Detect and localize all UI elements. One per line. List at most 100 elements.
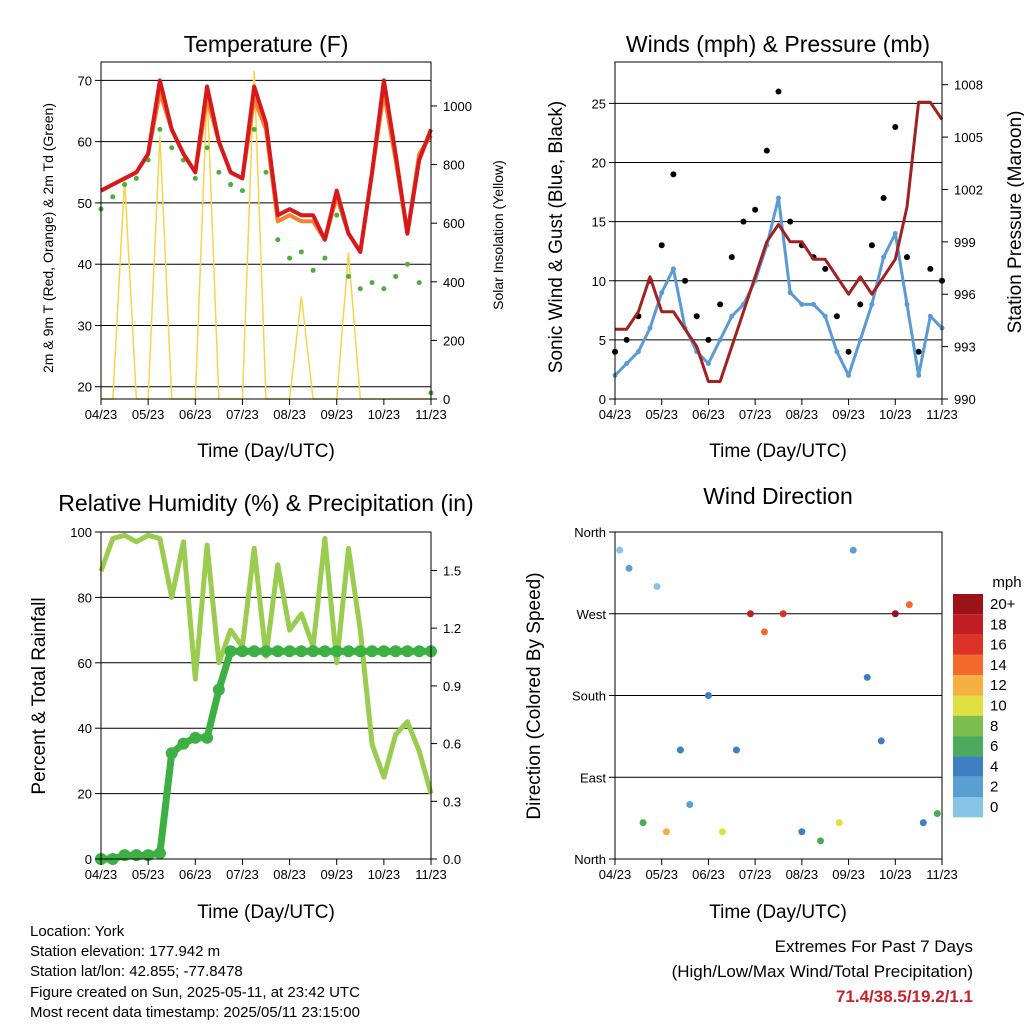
x-tick-label: 11/23 <box>926 407 958 422</box>
legend-label: 10 <box>990 698 1007 715</box>
gust-point <box>682 277 689 284</box>
wind-speed-point <box>927 313 933 319</box>
direction-point <box>905 601 913 609</box>
dewpoint-point <box>287 255 293 261</box>
dewpoint-point <box>416 280 422 286</box>
temperature-2m-line <box>100 78 433 254</box>
x-tick-label: 06/23 <box>179 407 212 422</box>
gust-point <box>857 301 864 308</box>
y2-tick-label: 1008 <box>954 78 983 93</box>
dewpoint-point <box>369 280 375 286</box>
wind-speed-point <box>892 230 898 236</box>
dewpoint-point <box>393 273 399 279</box>
legend-swatch <box>953 634 983 655</box>
x-tick-label: 05/23 <box>645 867 678 882</box>
y2-tick-label: 0.6 <box>443 737 461 752</box>
y2-tick-label: 990 <box>954 392 976 407</box>
legend-label: 0 <box>990 799 998 816</box>
y2-tick-label: 400 <box>443 275 465 290</box>
gust-point <box>822 265 829 272</box>
dewpoint-point <box>357 286 363 292</box>
direction-panel: Wind Direction 04/23 05/23 06/23 07/23 08/23… <box>524 483 1022 923</box>
y-tick-label: 40 <box>78 721 92 736</box>
station-elevation: Station elevation: 177.942 m <box>30 943 221 961</box>
legend-swatch <box>953 675 983 696</box>
legend-swatch <box>953 654 983 676</box>
y-tick-label: 70 <box>78 73 92 88</box>
wind-speed-point <box>811 301 817 307</box>
legend-label: 2 <box>990 779 998 796</box>
direction-point <box>891 610 899 618</box>
direction-point <box>686 801 694 808</box>
legend-label: 20+ <box>990 596 1016 613</box>
speed-legend-title: mph <box>992 574 1021 591</box>
x-tick-label: 06/23 <box>692 407 725 422</box>
direction-point <box>863 673 871 681</box>
gust-point <box>658 242 665 249</box>
humidity-title: Relative Humidity (%) & Precipitation (i… <box>58 490 473 516</box>
dewpoint-point <box>239 188 245 194</box>
legend-swatch <box>953 715 983 737</box>
precipitation-point <box>401 645 414 658</box>
precipitation-point <box>201 731 214 744</box>
wind-speed-point <box>705 361 711 367</box>
direction-point <box>849 546 857 554</box>
extremes-subheading: (High/Low/Max Wind/Total Precipitation) <box>671 962 973 981</box>
y2-tick-label: 1005 <box>954 130 983 145</box>
humidity-plot-frame <box>100 531 432 860</box>
wind-speed-point <box>776 195 781 201</box>
direction-point <box>653 583 661 590</box>
direction-point <box>704 692 712 699</box>
y-tick-label: North <box>574 852 606 867</box>
legend-label: 8 <box>990 718 998 735</box>
wind-speed-point <box>822 313 828 319</box>
y2-tick-label: 200 <box>443 333 465 348</box>
y-tick-label: North <box>574 525 606 540</box>
direction-point <box>933 810 941 818</box>
y2-tick-label: 999 <box>954 235 976 250</box>
data-timestamp: Most recent data timestamp: 2025/05/11 2… <box>30 1003 360 1021</box>
dewpoint-point <box>346 273 351 279</box>
y2-tick-label: 0.9 <box>443 679 461 694</box>
precipitation-point <box>118 849 131 862</box>
wind-speed-point <box>846 372 852 378</box>
y-tick-label: 10 <box>592 274 606 289</box>
humidity-x-label: Time (Day/UTC) <box>197 902 335 923</box>
dewpoint-point <box>133 175 139 181</box>
dewpoint-point <box>192 175 198 181</box>
wind-speed-point <box>787 290 793 296</box>
gust-point <box>892 124 899 131</box>
winds-y-label-right: Station Pressure (Maroon) <box>1005 111 1024 334</box>
y2-tick-label: 1002 <box>954 182 983 197</box>
y-tick-label: 30 <box>78 318 92 333</box>
dewpoint-point <box>228 182 234 188</box>
precipitation-point <box>330 645 343 658</box>
gust-point <box>880 194 887 201</box>
legend-swatch <box>953 695 983 716</box>
temperature-panel: Temperature (F) 04/23 05/23 06/23 07/23 08/2… <box>40 31 506 462</box>
y-tick-label: 5 <box>599 333 606 348</box>
gust-point <box>787 218 794 225</box>
dewpoint-point <box>298 249 304 255</box>
y-tick-label: 60 <box>78 656 92 671</box>
precipitation-point <box>212 683 225 696</box>
y2-tick-label: 1000 <box>443 99 472 114</box>
wind-speed-point <box>624 361 630 367</box>
winds-x-label: Time (Day/UTC) <box>709 441 847 462</box>
precipitation-point <box>283 645 296 658</box>
wind-speed-point <box>857 337 863 343</box>
direction-point <box>919 819 927 827</box>
y-tick-label: 60 <box>78 135 92 150</box>
direction-x-label: Time (Day/UTC) <box>709 902 847 923</box>
dewpoint-point <box>204 145 210 151</box>
legend-label: 14 <box>990 657 1007 674</box>
y-tick-label: 40 <box>78 257 92 272</box>
gust-point <box>623 336 630 343</box>
legend-swatch <box>953 614 983 635</box>
gust-point <box>845 348 852 355</box>
wind-speed-point <box>881 254 887 260</box>
dewpoint-point <box>334 212 340 218</box>
gust-point <box>763 147 770 154</box>
x-tick-label: 09/23 <box>320 407 353 422</box>
dewpoint-point <box>263 169 269 175</box>
